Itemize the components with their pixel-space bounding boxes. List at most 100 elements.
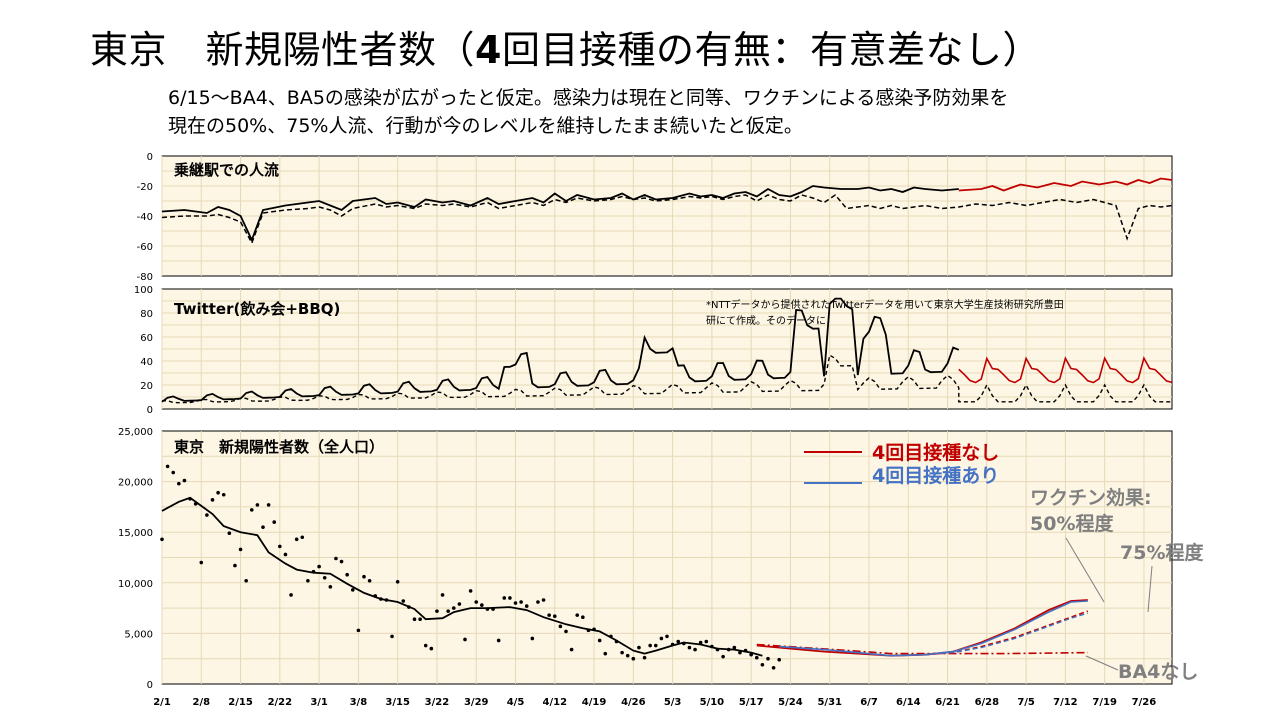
leader-75pct <box>1147 565 1153 613</box>
x-tick-label: 5/31 <box>817 697 842 708</box>
y-tick-label: 20,000 <box>118 478 153 489</box>
daily-case-point <box>356 628 361 633</box>
daily-case-point <box>569 647 574 652</box>
panel-2-lines <box>161 297 1173 404</box>
daily-case-point <box>317 564 321 569</box>
panel-2-note-line-2: 研にて作成。そのデータに <box>706 314 826 327</box>
daily-case-point <box>777 657 782 662</box>
legend-booster: 4回目接種あり <box>872 465 999 487</box>
daily-case-point <box>345 572 349 577</box>
x-tick-label: 7/12 <box>1053 697 1078 708</box>
daily-case-point <box>283 552 288 557</box>
daily-case-point <box>165 464 170 469</box>
daily-case-point <box>698 640 703 645</box>
y-tick-label: -60 <box>137 242 153 253</box>
annotation-vaccine-effect: ワクチン効果: <box>1030 486 1152 509</box>
x-tick-label: 7/26 <box>1132 697 1157 708</box>
panel-3-grid <box>161 431 1172 684</box>
x-tick-label: 5/17 <box>739 697 764 708</box>
y-tick-label: 0 <box>147 405 153 416</box>
x-tick-label: 6/28 <box>975 697 1000 708</box>
daily-case-point <box>435 609 439 613</box>
people-flow-dashed <box>161 194 1173 245</box>
daily-case-point <box>306 578 310 583</box>
daily-case-point <box>653 643 658 648</box>
x-tick-label: 5/3 <box>664 697 682 708</box>
panel-1-grid <box>161 156 1172 276</box>
daily-case-point <box>743 648 748 653</box>
twitter-actual <box>161 297 960 403</box>
daily-case-point <box>721 654 725 659</box>
x-tick-label: 5/10 <box>700 697 725 708</box>
panel-1-y-ticks: 0 -20 -40 -60 -80 <box>137 152 153 283</box>
people-flow-actual <box>161 185 959 243</box>
daily-case-point <box>480 603 484 607</box>
y-tick-label: 0 <box>147 152 153 163</box>
daily-case-point <box>401 599 406 603</box>
daily-case-point <box>272 520 277 524</box>
daily-case-point <box>451 606 456 610</box>
y-tick-label: 0 <box>147 680 153 691</box>
y-tick-label: 25,000 <box>118 427 153 438</box>
x-tick-label: 5/24 <box>778 697 803 708</box>
daily-case-point <box>547 613 551 617</box>
daily-case-point <box>300 535 305 540</box>
daily-case-point <box>216 490 220 495</box>
panel-1-lines <box>161 177 1173 245</box>
daily-case-point <box>597 638 602 643</box>
annotation-75pct: 75%程度 <box>1120 541 1204 564</box>
twitter-dashed <box>162 354 1172 404</box>
y-tick-label: 15,000 <box>118 528 153 539</box>
y-tick-label: 10,000 <box>118 579 153 590</box>
daily-case-point <box>513 601 518 605</box>
cases-moving-average <box>161 496 763 657</box>
y-tick-label: -80 <box>137 272 153 283</box>
page-title: 東京 新規陽性者数（4回目接種の有無：有意差なし） <box>90 28 1041 72</box>
daily-case-point <box>474 600 479 604</box>
daily-case-point <box>463 637 467 642</box>
daily-case-point <box>491 607 495 611</box>
panel-3-lines <box>161 496 1089 657</box>
daily-case-point <box>552 614 557 618</box>
panel-3-title: 東京 新規陽性者数（全人口） <box>174 438 384 456</box>
daily-case-point <box>227 531 232 536</box>
daily-case-point <box>221 492 226 497</box>
y-tick-label: -40 <box>137 212 153 223</box>
y-tick-label: 20 <box>140 381 153 392</box>
x-tick-label: 3/8 <box>350 697 368 708</box>
leader-ba4none <box>1085 655 1119 671</box>
daily-case-point <box>659 636 664 641</box>
people-flow-projection <box>958 177 1173 192</box>
daily-case-point <box>266 503 271 507</box>
daily-case-point <box>412 617 417 622</box>
x-tick-label: 3/1 <box>310 697 328 708</box>
daily-case-point <box>182 478 187 483</box>
daily-case-point <box>294 537 299 542</box>
daily-case-point <box>581 615 585 620</box>
daily-case-point <box>423 643 428 648</box>
panel-2-title: Twitter(飲み会+BBQ) <box>174 300 340 318</box>
daily-case-point <box>440 593 445 597</box>
daily-case-point <box>238 547 243 552</box>
daily-case-point <box>609 634 613 639</box>
x-tick-label: 4/19 <box>582 697 607 708</box>
daily-case-point <box>665 634 669 639</box>
daily-case-point <box>771 666 776 670</box>
panel-3-y-ticks: 25,000 20,000 15,000 10,000 5,000 0 <box>118 427 153 691</box>
daily-case-point <box>379 597 383 601</box>
subtitle-line-2: 現在の50%、75%人流、行動が今のレベルを維持したまま続いたと仮定。 <box>168 115 803 137</box>
daily-case-point <box>496 638 501 643</box>
daily-case-point <box>278 544 282 549</box>
daily-case-point <box>564 629 568 634</box>
daily-case-point <box>289 593 293 597</box>
panel-2-y-ticks: 100 80 60 40 20 0 <box>134 285 153 416</box>
x-tick-label: 3/22 <box>425 697 450 708</box>
daily-case-point <box>710 644 714 649</box>
daily-case-point <box>676 639 681 644</box>
daily-case-point <box>614 639 619 644</box>
x-tick-label: 3/15 <box>385 697 410 708</box>
x-tick-label: 2/8 <box>192 697 210 708</box>
daily-case-point <box>311 569 316 574</box>
daily-case-point <box>160 537 164 542</box>
daily-case-point <box>390 634 394 639</box>
